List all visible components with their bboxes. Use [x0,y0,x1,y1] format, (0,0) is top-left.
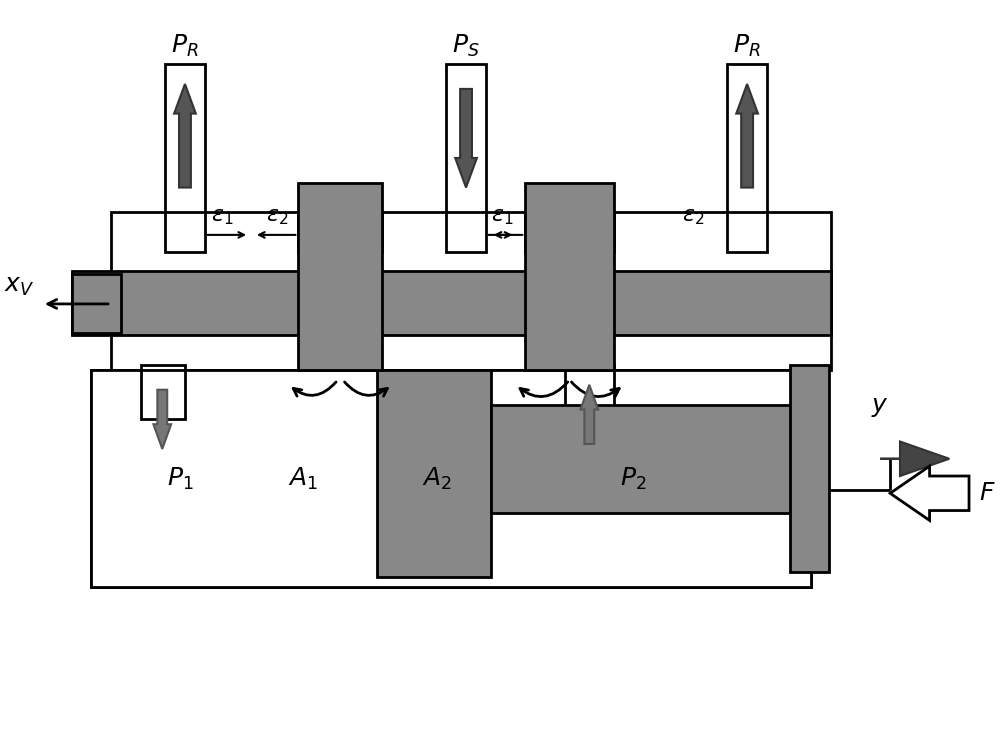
FancyArrow shape [174,84,196,187]
FancyArrow shape [153,390,171,449]
Bar [298,183,382,370]
Bar [525,183,614,370]
Text: $x_V$: $x_V$ [4,275,34,297]
Text: $P_1$: $P_1$ [167,465,193,491]
Bar [727,64,767,212]
Text: $y$: $y$ [871,397,889,420]
FancyArrow shape [455,89,477,187]
Text: $\varepsilon_2$: $\varepsilon_2$ [266,205,288,227]
Text: $A_2$: $A_2$ [422,465,451,491]
Text: $\varepsilon_1$: $\varepsilon_1$ [211,205,234,227]
Bar [491,405,792,513]
FancyArrow shape [890,466,969,520]
Bar [141,365,185,459]
FancyArrow shape [736,84,758,187]
Text: $P_R$: $P_R$ [171,33,199,59]
Text: $\varepsilon_1$: $\varepsilon_1$ [491,205,514,227]
FancyArrow shape [580,385,598,444]
Text: $P_2$: $P_2$ [620,465,647,491]
Text: $F$: $F$ [979,482,996,505]
Bar [377,370,491,577]
Polygon shape [111,212,831,370]
Text: $P_R$: $P_R$ [733,33,761,59]
Bar [72,272,831,335]
Text: $P_S$: $P_S$ [452,33,480,59]
Text: $A_1$: $A_1$ [288,465,318,491]
Bar [72,275,121,332]
Bar [165,64,205,212]
FancyArrow shape [880,442,949,476]
Bar [565,365,614,459]
Text: $\varepsilon_2$: $\varepsilon_2$ [682,205,704,227]
Polygon shape [91,370,811,587]
Bar [446,64,486,212]
Bar [790,365,829,572]
Bar [91,370,811,587]
